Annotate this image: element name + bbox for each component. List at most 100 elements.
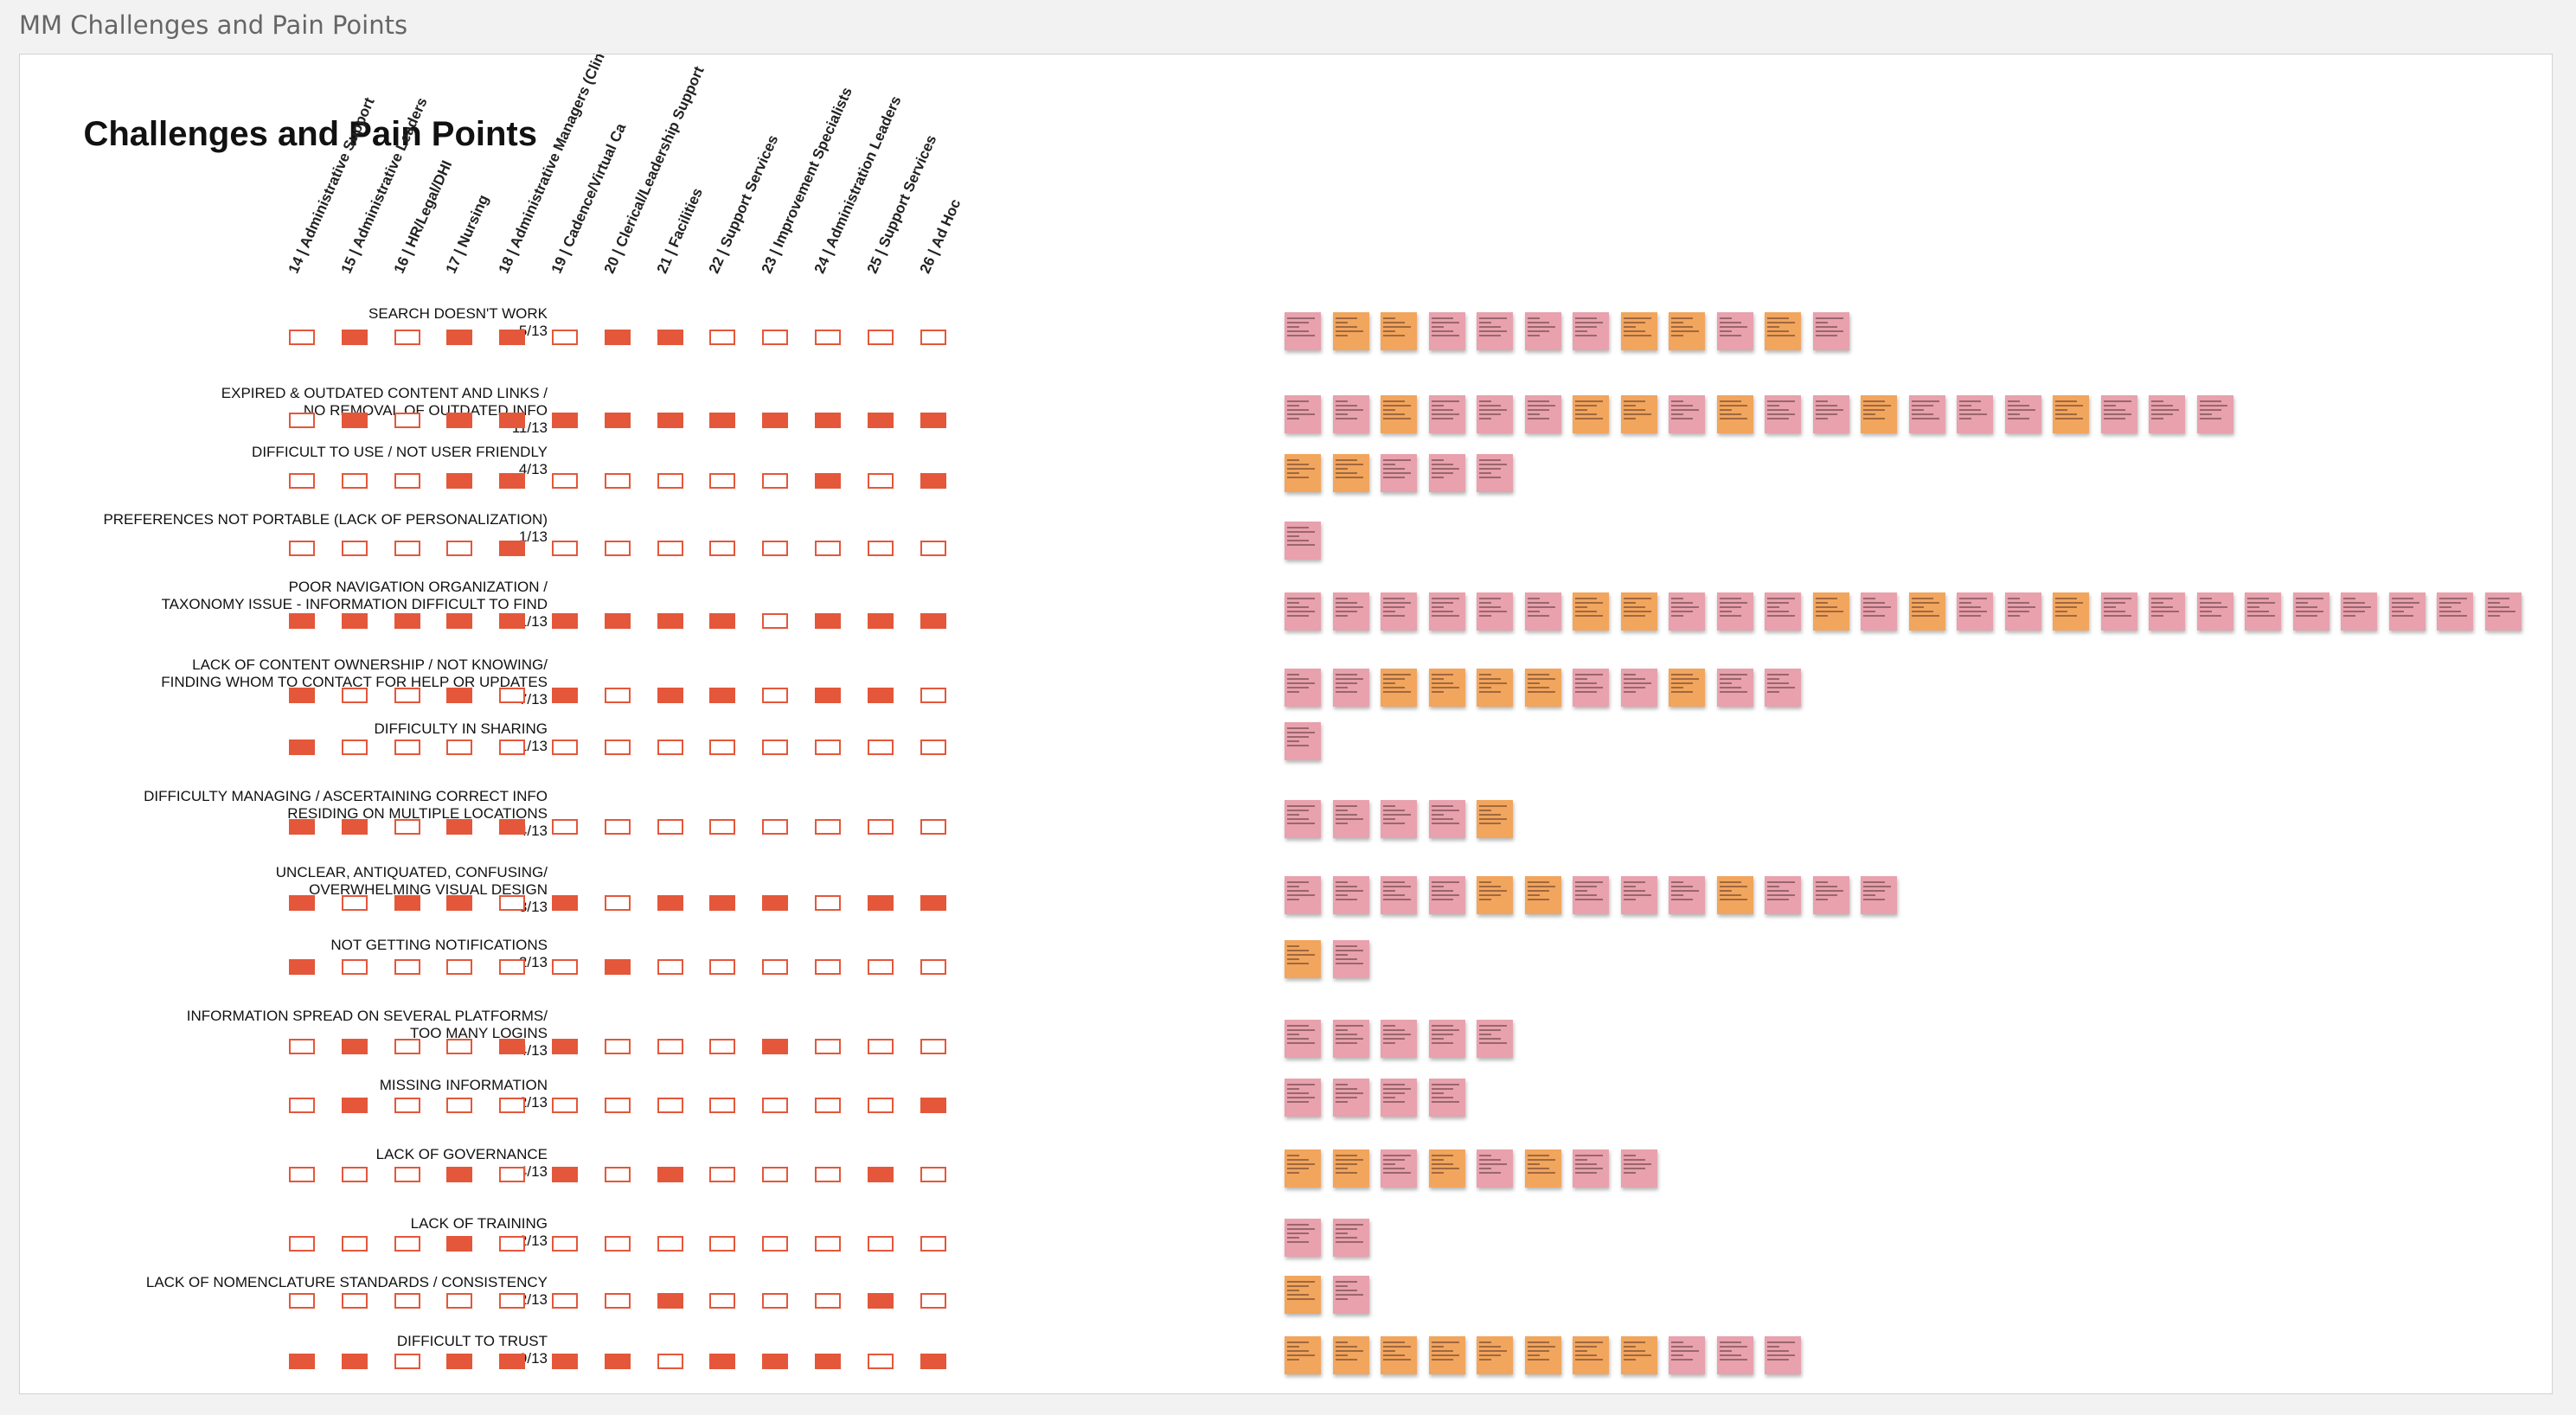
sticky-note[interactable] <box>1381 800 1417 838</box>
sticky-note[interactable] <box>1669 395 1705 433</box>
sticky-note[interactable] <box>1908 592 1945 631</box>
mark-empty[interactable] <box>289 1167 315 1182</box>
mark-empty[interactable] <box>604 1236 631 1252</box>
mark-filled[interactable] <box>709 613 736 629</box>
mark-filled[interactable] <box>552 1167 578 1182</box>
sticky-note[interactable] <box>1285 1336 1321 1374</box>
mark-empty[interactable] <box>709 740 736 755</box>
sticky-note[interactable] <box>1332 940 1369 978</box>
sticky-note[interactable] <box>1285 592 1321 631</box>
sticky-note[interactable] <box>1381 1149 1417 1188</box>
mark-empty[interactable] <box>920 819 946 835</box>
mark-filled[interactable] <box>499 613 526 629</box>
mark-empty[interactable] <box>867 1098 894 1113</box>
mark-filled[interactable] <box>815 413 841 428</box>
mark-filled[interactable] <box>657 330 683 345</box>
mark-filled[interactable] <box>815 1354 841 1369</box>
mark-filled[interactable] <box>867 1293 894 1309</box>
mark-empty[interactable] <box>815 1039 841 1054</box>
mark-empty[interactable] <box>499 1098 526 1113</box>
sticky-note[interactable] <box>1573 1336 1609 1374</box>
mark-empty[interactable] <box>604 895 631 911</box>
mark-empty[interactable] <box>289 1039 315 1054</box>
mark-filled[interactable] <box>446 895 473 911</box>
whiteboard-canvas[interactable]: Challenges and Pain Points 14 | Administ… <box>19 54 2553 1394</box>
sticky-note[interactable] <box>1381 669 1417 707</box>
mark-empty[interactable] <box>552 740 578 755</box>
sticky-note[interactable] <box>1477 395 1513 433</box>
sticky-note[interactable] <box>1477 800 1513 838</box>
sticky-note[interactable] <box>1524 395 1561 433</box>
mark-filled[interactable] <box>920 1098 946 1113</box>
sticky-note[interactable] <box>1332 1020 1369 1058</box>
sticky-note[interactable] <box>1381 312 1417 350</box>
sticky-note[interactable] <box>1332 454 1369 492</box>
mark-empty[interactable] <box>341 541 368 556</box>
mark-empty[interactable] <box>604 473 631 489</box>
mark-filled[interactable] <box>657 1293 683 1309</box>
mark-empty[interactable] <box>552 1098 578 1113</box>
sticky-note[interactable] <box>1716 669 1753 707</box>
mark-empty[interactable] <box>499 895 526 911</box>
mark-empty[interactable] <box>920 688 946 703</box>
mark-empty[interactable] <box>499 959 526 975</box>
mark-filled[interactable] <box>920 613 946 629</box>
mark-empty[interactable] <box>815 959 841 975</box>
sticky-note[interactable] <box>1620 669 1657 707</box>
mark-filled[interactable] <box>867 613 894 629</box>
mark-empty[interactable] <box>394 1098 420 1113</box>
mark-empty[interactable] <box>920 1236 946 1252</box>
mark-empty[interactable] <box>446 1098 473 1113</box>
mark-empty[interactable] <box>709 473 736 489</box>
sticky-note[interactable] <box>1524 592 1561 631</box>
mark-filled[interactable] <box>815 613 841 629</box>
mark-filled[interactable] <box>604 1354 631 1369</box>
mark-filled[interactable] <box>920 895 946 911</box>
mark-empty[interactable] <box>394 541 420 556</box>
sticky-note[interactable] <box>1428 1079 1465 1117</box>
sticky-note[interactable] <box>1812 312 1849 350</box>
mark-filled[interactable] <box>552 413 578 428</box>
mark-empty[interactable] <box>762 959 789 975</box>
mark-filled[interactable] <box>604 330 631 345</box>
mark-filled[interactable] <box>657 895 683 911</box>
mark-filled[interactable] <box>709 688 736 703</box>
mark-empty[interactable] <box>762 473 789 489</box>
mark-filled[interactable] <box>552 688 578 703</box>
mark-empty[interactable] <box>552 330 578 345</box>
mark-empty[interactable] <box>341 473 368 489</box>
mark-empty[interactable] <box>499 688 526 703</box>
mark-empty[interactable] <box>341 959 368 975</box>
sticky-note[interactable] <box>1573 312 1609 350</box>
mark-empty[interactable] <box>394 1039 420 1054</box>
mark-empty[interactable] <box>394 1236 420 1252</box>
sticky-note[interactable] <box>1428 1336 1465 1374</box>
sticky-note[interactable] <box>2100 395 2137 433</box>
sticky-note[interactable] <box>1428 395 1465 433</box>
mark-empty[interactable] <box>394 819 420 835</box>
mark-filled[interactable] <box>552 1039 578 1054</box>
mark-empty[interactable] <box>499 1236 526 1252</box>
sticky-note[interactable] <box>2292 592 2329 631</box>
sticky-note[interactable] <box>1573 669 1609 707</box>
sticky-note[interactable] <box>1285 1276 1321 1314</box>
mark-filled[interactable] <box>289 895 315 911</box>
mark-filled[interactable] <box>499 541 526 556</box>
sticky-note[interactable] <box>1477 669 1513 707</box>
mark-empty[interactable] <box>341 1293 368 1309</box>
sticky-note[interactable] <box>2245 592 2281 631</box>
sticky-note[interactable] <box>1428 454 1465 492</box>
sticky-note[interactable] <box>1381 454 1417 492</box>
mark-empty[interactable] <box>815 1167 841 1182</box>
sticky-note[interactable] <box>1477 1149 1513 1188</box>
mark-empty[interactable] <box>394 1354 420 1369</box>
mark-empty[interactable] <box>762 819 789 835</box>
mark-empty[interactable] <box>604 1293 631 1309</box>
sticky-note[interactable] <box>2004 592 2041 631</box>
sticky-note[interactable] <box>1620 1336 1657 1374</box>
mark-empty[interactable] <box>867 541 894 556</box>
mark-empty[interactable] <box>920 740 946 755</box>
sticky-note[interactable] <box>1428 1149 1465 1188</box>
sticky-note[interactable] <box>2341 592 2377 631</box>
sticky-note[interactable] <box>1620 312 1657 350</box>
